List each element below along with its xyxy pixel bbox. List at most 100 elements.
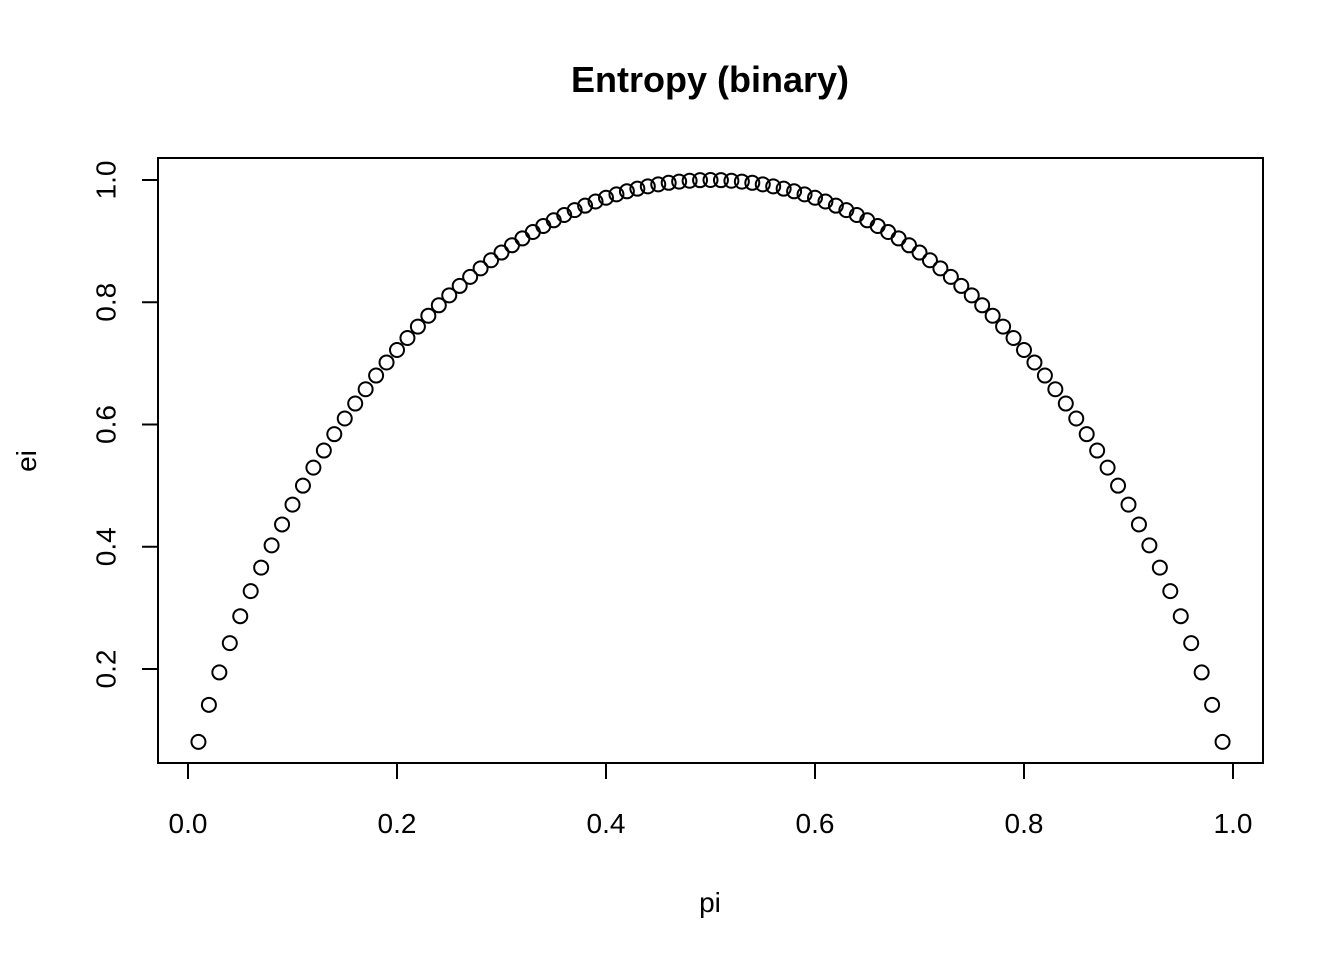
data-point <box>681 172 698 189</box>
data-point <box>880 224 897 241</box>
data-point <box>1057 395 1074 412</box>
data-point <box>263 537 280 554</box>
y-tick-label: 0.2 <box>90 650 121 689</box>
data-points <box>190 172 1231 750</box>
data-point <box>514 230 531 247</box>
data-point <box>1047 381 1064 398</box>
x-tick-label: 0.4 <box>587 808 626 839</box>
data-point <box>692 172 709 189</box>
data-point <box>315 442 332 459</box>
x-axis: 0.0 0.2 0.4 0.6 0.8 1.0 <box>169 762 1252 839</box>
data-point <box>294 477 311 494</box>
data-point <box>420 307 437 324</box>
data-point <box>1130 516 1147 533</box>
data-point <box>650 176 667 193</box>
data-point <box>733 173 750 190</box>
data-point <box>702 172 719 188</box>
y-tick-label: 0.6 <box>90 405 121 444</box>
plot-frame <box>157 157 1264 764</box>
data-point <box>368 367 385 384</box>
data-point <box>911 244 928 261</box>
data-point <box>723 172 740 189</box>
data-point <box>953 277 970 294</box>
data-point <box>441 287 458 304</box>
data-point <box>942 268 959 285</box>
data-point <box>1172 608 1189 625</box>
x-tick-label: 0.8 <box>1005 808 1044 839</box>
data-point <box>890 230 907 247</box>
data-point <box>932 260 949 277</box>
x-axis-label: pi <box>699 887 721 918</box>
data-point <box>556 207 573 224</box>
data-point <box>1078 426 1095 443</box>
data-point <box>1016 341 1032 358</box>
x-tick-label: 0.0 <box>169 808 208 839</box>
data-point <box>974 297 991 314</box>
data-point <box>1110 477 1127 494</box>
data-point <box>1099 459 1116 476</box>
data-point <box>1193 664 1210 681</box>
data-point <box>786 183 803 200</box>
data-point <box>901 237 918 254</box>
data-point <box>211 664 228 681</box>
data-point <box>1068 410 1085 427</box>
data-point <box>817 193 834 210</box>
y-axis: 0.2 0.4 0.6 0.8 1.0 <box>90 161 159 689</box>
data-point <box>389 341 405 358</box>
data-point <box>838 202 855 219</box>
data-point <box>493 244 510 261</box>
data-point <box>1214 733 1231 750</box>
data-point <box>399 330 416 347</box>
data-point <box>712 172 729 189</box>
data-point <box>274 516 291 533</box>
data-point <box>1026 354 1043 371</box>
data-point <box>347 395 364 412</box>
data-point <box>462 268 479 285</box>
y-tick-label: 1.0 <box>90 161 121 200</box>
data-point <box>796 186 813 203</box>
data-point <box>566 202 583 219</box>
data-point <box>754 176 771 193</box>
data-point <box>472 260 489 277</box>
data-point <box>598 189 614 206</box>
data-point <box>1183 635 1200 652</box>
data-point <box>305 459 322 476</box>
data-point <box>587 193 604 210</box>
data-point <box>253 559 270 576</box>
y-tick-label: 0.8 <box>90 283 121 322</box>
data-point <box>190 733 207 750</box>
data-point <box>577 197 594 214</box>
chart-title: Entropy (binary) <box>571 59 849 100</box>
data-point <box>242 583 259 600</box>
data-point <box>1120 496 1137 513</box>
data-point <box>378 354 395 371</box>
data-point <box>984 307 1001 324</box>
data-point <box>200 696 217 713</box>
data-point <box>618 183 635 200</box>
y-axis-label: ei <box>11 450 42 472</box>
data-point <box>608 186 625 203</box>
x-tick-label: 0.6 <box>796 808 835 839</box>
data-point <box>336 410 353 427</box>
data-point <box>1204 696 1221 713</box>
data-point <box>660 174 677 191</box>
data-point <box>744 174 761 191</box>
data-point <box>995 318 1012 335</box>
data-point <box>1151 559 1168 576</box>
data-point <box>1036 367 1053 384</box>
y-tick-label: 0.4 <box>90 527 121 566</box>
data-point <box>483 252 500 269</box>
data-point <box>503 237 520 254</box>
data-point <box>284 496 301 513</box>
data-point <box>326 426 343 443</box>
data-point <box>430 297 447 314</box>
data-point <box>671 173 688 190</box>
data-point <box>807 189 823 206</box>
data-point <box>629 180 646 197</box>
data-point <box>232 608 249 625</box>
data-point <box>963 287 980 304</box>
x-tick-label: 0.2 <box>378 808 417 839</box>
data-point <box>921 252 938 269</box>
data-point <box>765 178 782 195</box>
